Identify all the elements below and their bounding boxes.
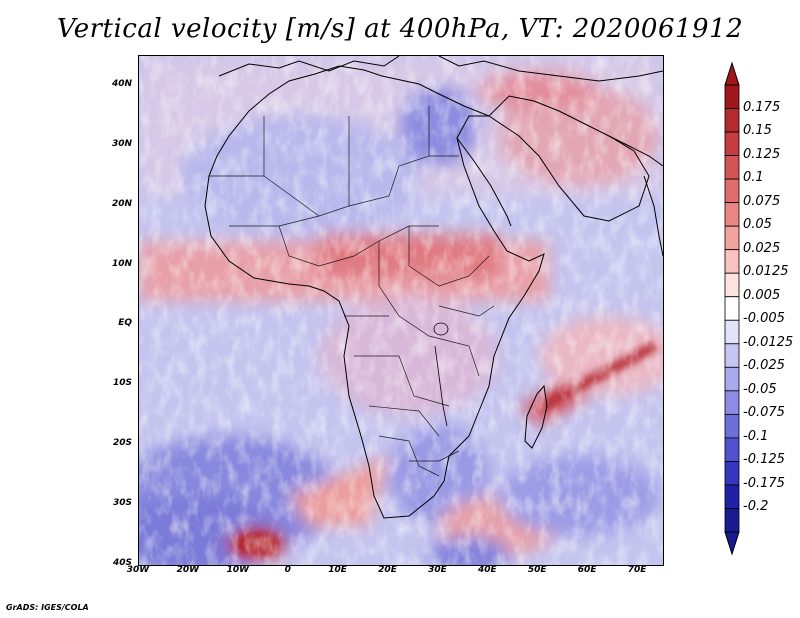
colorbar-box [724,366,740,392]
lat-tick-label: EQ [118,318,132,329]
lon-tick-label: 50E [527,565,547,575]
lat-tick-label: 20S [112,438,132,449]
lon-tick-label: 70E [627,565,647,575]
colorbar-tick-label: -0.005 [743,311,785,327]
lat-tick-label: 30N [111,138,132,149]
colorbar-box [724,225,740,251]
colorbar-tick-label: -0.125 [743,452,785,468]
colorbar-tick-label: 0.005 [743,287,781,303]
lat-tick-label: 40S [112,558,132,568]
colorbar-box [724,437,740,462]
lat-tick-label: 30S [112,498,132,509]
colorbar-box [724,390,740,415]
country-borders [209,106,495,477]
lon-tick-label: 60E [577,565,597,575]
lat-tick-label: 10N [111,258,132,269]
lat-tick-label: 10S [112,378,132,389]
colorbar-box [724,131,740,156]
colorbar-tick-label: -0.025 [743,358,785,374]
colorbar-tick-label: -0.075 [743,405,785,421]
lon-tick-label: 30W [126,565,150,575]
lat-tick-label: 20N [111,198,132,209]
colorbar-tick-label: 0.025 [743,240,781,256]
colorbar-box [724,202,740,227]
map-panel[interactable] [138,55,664,566]
colorbar-box [724,155,740,180]
lon-tick-label: 40E [477,565,497,575]
colorbar-tick-label: 0.15 [743,123,772,139]
colorbar-tick-label: 0.075 [743,193,781,209]
lon-tick-label: 10E [328,565,347,575]
colorbar-box [724,319,740,345]
colorbar-box [724,249,740,274]
colorbar-box [724,84,740,109]
lon-tick-label: 10W [226,565,250,575]
colorbar-tick-label: -0.05 [743,381,777,397]
colorbar-box [724,508,740,533]
colorbar-box [724,296,740,321]
colorbar-tick-label: -0.1 [743,428,769,444]
lon-tick-label: 20W [176,565,200,575]
grads-credit: GrADS: IGES/COLA [6,603,89,612]
colorbar-box [724,272,740,298]
colorbar-tick-label: 0.125 [743,146,781,162]
lon-tick-label: 30E [428,565,447,575]
colorbar-box [724,461,740,486]
colorbar-box [724,484,740,509]
colorbar-tick-label: 0.0125 [743,264,789,280]
colorbar-box [724,178,740,204]
colorbar-box [724,413,740,439]
lat-tick-label: 40N [111,78,132,89]
colorbar-box [724,108,740,133]
colorbar-tick-label: 0.1 [743,170,764,186]
velocity-field-map [139,56,663,565]
colorbar-tick-label: 0.175 [743,99,781,115]
colorbar-box [724,343,740,368]
colorbar-tick-label: -0.0125 [743,334,794,350]
lon-tick-label: 0 [284,565,291,575]
lon-tick-label: 20E [378,565,397,575]
colorbar-tick-label: 0.05 [743,217,772,233]
coastlines [204,56,663,519]
colorbar-min-arrow [724,531,740,556]
colorbar-tick-label: -0.175 [743,475,785,491]
colorbar-tick-label: -0.2 [743,499,769,515]
colorbar-max-arrow [724,61,740,86]
map-title: Vertical velocity [m/s] at 400hPa, VT: 2… [56,14,744,44]
